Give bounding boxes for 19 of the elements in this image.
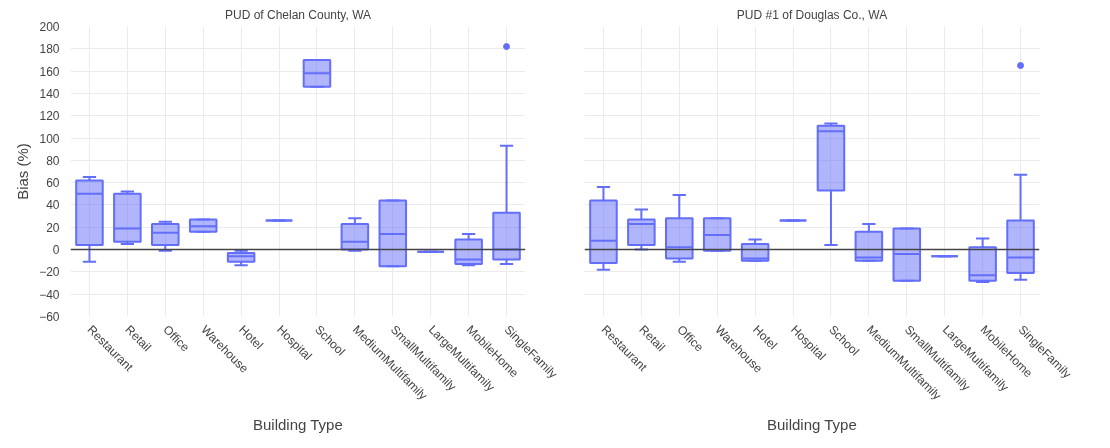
x-axis-title: Building Type: [252, 415, 343, 433]
x-axis-title: Building Type: [766, 415, 857, 433]
y-tick-label: 0: [52, 243, 60, 258]
chart-title: PUD of Chelan County, WA: [224, 7, 372, 22]
y-tick-label: 100: [39, 131, 60, 146]
y-tick-label: −60: [39, 310, 60, 324]
y-tick-label: −20: [39, 265, 60, 280]
y-tick-label: 20: [46, 220, 60, 235]
y-tick-label: 200: [39, 20, 60, 34]
y-tick-label: 60: [46, 176, 60, 191]
y-tick-label: 180: [39, 42, 60, 57]
y-tick-label: 80: [46, 153, 60, 168]
y-tick-label: −40: [39, 287, 60, 302]
y-tick-label: 40: [46, 198, 60, 213]
y-axis-title: Bias (%): [14, 143, 32, 200]
y-tick-label: 140: [39, 86, 60, 101]
y-tick-label: 160: [39, 64, 60, 79]
chart-title: PUD #1 of Douglas Co., WA: [736, 7, 888, 22]
y-tick-label: 120: [39, 109, 60, 124]
